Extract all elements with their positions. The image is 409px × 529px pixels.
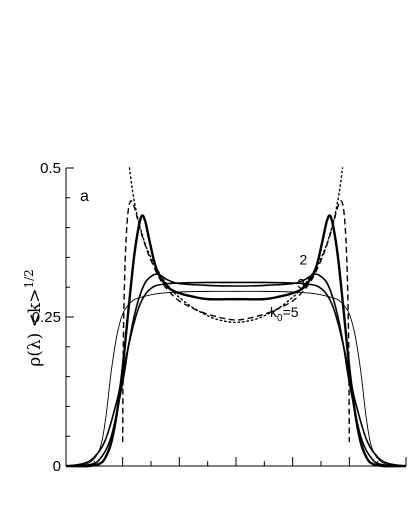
series-line-thick-2 <box>65 214 407 468</box>
y-tick-label: 0.5 <box>40 160 61 177</box>
panel-label: a <box>80 188 89 205</box>
axes: 0 0.25 0.5 <box>32 160 407 475</box>
y-axis-label: ρ(λ) <k>1/2 <box>22 269 45 367</box>
curve-label-1: 3 <box>297 275 305 291</box>
series-layer <box>65 167 407 468</box>
curve-label-2: k0=5 <box>270 304 299 324</box>
series-line-dashed-1 <box>121 200 351 443</box>
curve-label-0: 2 <box>299 252 307 268</box>
series-line-medium-3 <box>65 273 407 467</box>
series-line-medium-4 <box>65 281 407 467</box>
series-line-thin-5 <box>65 290 407 467</box>
labels-layer: a ρ(λ) <k>1/2 2 3 k0=5 <box>22 188 307 367</box>
series-line-dotted-0 <box>128 167 344 324</box>
y-tick-label: 0.25 <box>32 309 61 326</box>
y-tick-label: 0 <box>53 458 61 475</box>
y-axis-label-main: ρ(λ) <k> <box>25 289 45 367</box>
y-axis-label-exponent: 1/2 <box>22 269 36 288</box>
